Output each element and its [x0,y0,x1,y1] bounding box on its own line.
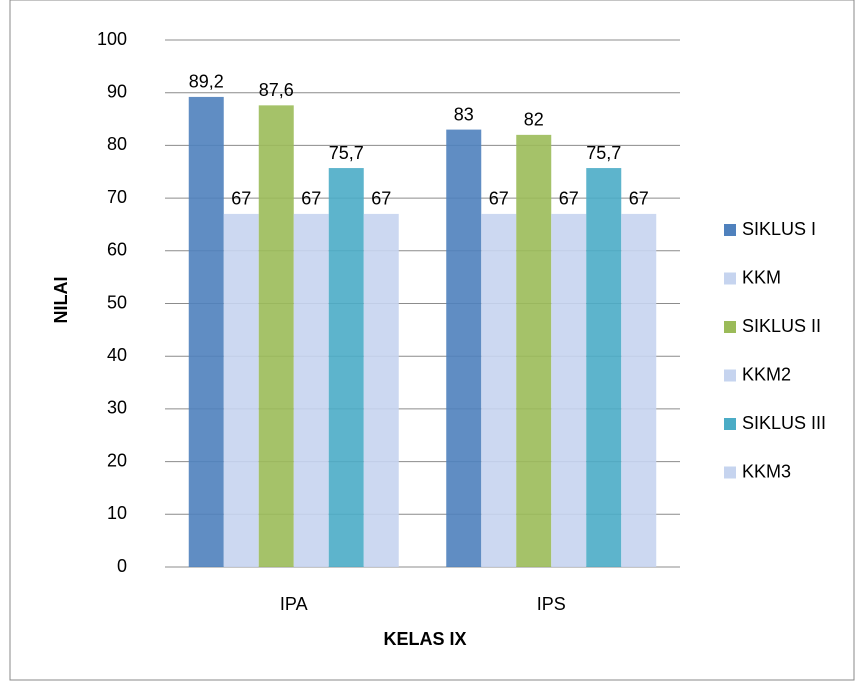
bar [364,214,399,567]
chart: KELAS IX NILAI 0 10 20 30 40 50 60 70 80 90 100 IPA… [0,0,855,681]
bar [446,130,481,567]
legend-label: KKM [742,267,781,287]
value-label: 67 [629,189,649,209]
x-axis-title: KELAS IX [383,629,466,649]
legend-swatch [724,418,736,430]
y-tick-label: 40 [107,345,127,365]
y-tick-label: 30 [107,398,127,418]
y-tick-label: 20 [107,450,127,470]
legend-label: SIKLUS I [742,219,816,239]
legend-swatch [724,467,736,479]
value-label: 75,7 [329,143,364,163]
y-tick-label: 60 [107,240,127,260]
bar [586,168,621,567]
y-tick-label: 90 [107,81,127,101]
bar [259,105,294,567]
legend-swatch [724,224,736,236]
legend-label: SIKLUS II [742,316,821,336]
value-label: 67 [489,189,509,209]
x-tick-label: IPS [537,594,566,614]
value-label: 82 [524,110,544,130]
y-tick-label: 70 [107,187,127,207]
value-label: 87,6 [259,80,294,100]
legend-label: SIKLUS III [742,413,826,433]
bar [621,214,656,567]
bar [224,214,259,567]
page: KELAS IX NILAI 0 10 20 30 40 50 60 70 80 90 100 IPA… [0,0,855,681]
y-tick-label: 80 [107,134,127,154]
x-tick-label: IPA [280,594,308,614]
bar [294,214,329,567]
y-axis-title: NILAI [51,277,71,324]
y-tick-label: 50 [107,292,127,312]
value-label: 89,2 [189,72,224,92]
bar [551,214,586,567]
y-tick-label: 0 [117,556,127,576]
legend-swatch [724,321,736,333]
value-label: 75,7 [586,143,621,163]
y-tick-label: 100 [97,29,127,49]
chart-border [10,0,854,680]
value-label: 67 [231,189,251,209]
value-label: 67 [301,189,321,209]
y-tick-label: 10 [107,503,127,523]
bar [189,97,224,567]
legend-label: KKM2 [742,364,791,384]
bar [329,168,364,567]
value-label: 67 [371,189,391,209]
legend-swatch [724,273,736,285]
bar [516,135,551,567]
legend-swatch [724,370,736,382]
bar [481,214,516,567]
legend-label: KKM3 [742,461,791,481]
value-label: 83 [454,104,474,124]
value-label: 67 [559,189,579,209]
